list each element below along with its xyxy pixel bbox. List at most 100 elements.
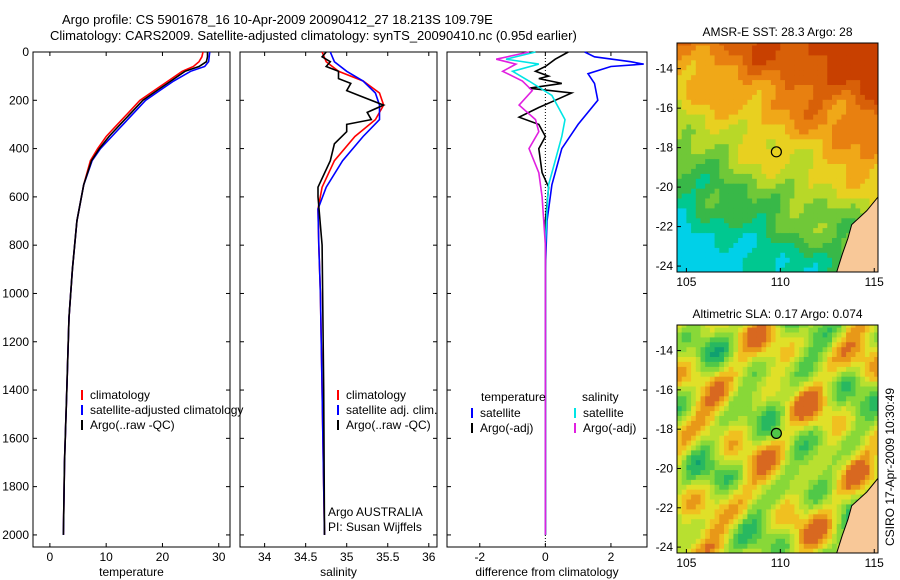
sst-map-cell (686, 69, 692, 76)
sla-map-cell (705, 498, 711, 505)
sla-map-cell (822, 325, 828, 328)
sla-map-cell (752, 366, 758, 372)
sst-map-cell (827, 128, 833, 135)
sla-map-cell (841, 420, 847, 426)
sst-map-cell (681, 138, 687, 145)
difference-legend-heading: salinity (582, 390, 619, 404)
sla-map-cell (724, 325, 730, 328)
sst-map-cell (677, 168, 683, 174)
sla-map-cell (691, 366, 697, 372)
sla-map-cell (709, 440, 716, 446)
sst-map-cell (855, 153, 861, 160)
sst-map-cell (817, 89, 824, 95)
sla-map-cell (714, 489, 720, 495)
sla-map-cell (705, 356, 711, 362)
sla-map-cell (714, 405, 720, 412)
sla-map-cell (836, 331, 842, 338)
sla-map-cell (817, 523, 824, 529)
sla-map-cell (822, 366, 828, 372)
sst-map-cell (695, 252, 702, 258)
salinity-frame (239, 51, 438, 548)
sst-map-cell (822, 114, 828, 120)
sst-map-cell (832, 49, 838, 56)
sla-map-cell (686, 430, 692, 436)
sla-map-cell (813, 325, 819, 328)
sst-map-cell (799, 123, 805, 130)
sla-map-cell (841, 449, 847, 456)
sst-map-cell (841, 222, 847, 229)
sla-map-cell (822, 523, 828, 529)
sla-map-cell (747, 503, 753, 510)
sla-map-cell (785, 435, 791, 441)
sla-map-cell (728, 494, 734, 500)
sla-map-cell (700, 361, 706, 367)
sst-map-cell (803, 69, 810, 76)
sla-map-cell (747, 440, 753, 446)
sst-map-cell (766, 212, 772, 219)
sst-map-cell (864, 43, 871, 46)
sla-map-cell (742, 356, 748, 362)
sla-map-cell (785, 449, 791, 456)
sst-map-cell (794, 178, 800, 184)
sst-map-cell (695, 222, 702, 229)
sla-map-cell (822, 454, 828, 461)
sla-map-cell (817, 498, 824, 505)
sst-map-cell (728, 84, 734, 90)
sst-map-cell (691, 119, 697, 125)
sst-map-cell (808, 217, 814, 224)
sst-map-cell (789, 84, 795, 90)
sst-map-cell (677, 43, 683, 46)
sla-map-cell (789, 400, 795, 407)
sla-map-cell (770, 464, 777, 471)
sst-map-cell (677, 188, 683, 194)
sla-map-cell (813, 533, 819, 539)
sst-map-cell (705, 158, 711, 164)
sla-map-cell (752, 523, 758, 529)
sla-map-cell (799, 518, 805, 525)
sst-map-cell (709, 202, 716, 209)
sla-map-cell (677, 538, 683, 544)
sla-map-cell (728, 459, 734, 466)
sst-map-cell (691, 99, 697, 105)
sst-map-cell (794, 247, 800, 253)
sst-map-cell (813, 123, 819, 130)
sla-map-cell (822, 498, 828, 505)
sst-map-cell (813, 237, 819, 243)
sla-map-cell (738, 498, 744, 505)
sst-map-cell (869, 114, 875, 120)
sst-map-cell (733, 207, 739, 214)
sla-map-cell (822, 341, 828, 348)
sla-map-cell (836, 469, 842, 475)
sla-map-cell (714, 498, 720, 505)
sst-map-cell (714, 104, 720, 110)
sst-map-cell (827, 198, 833, 204)
sst-map-cell (761, 148, 767, 155)
sst-map-cell (677, 262, 683, 268)
sst-map-cell (874, 178, 878, 184)
sla-map-cell (827, 464, 833, 471)
sla-map-cell (813, 543, 819, 549)
sla-map-cell (709, 346, 716, 353)
sla-map-cell (803, 484, 810, 490)
sst-map-cell (695, 54, 702, 61)
sst-map-cell (766, 64, 772, 71)
sst-map-cell (714, 99, 720, 105)
sst-map-cell (719, 123, 725, 130)
sst-map-cell (747, 128, 753, 135)
sla-map-cell (709, 376, 716, 382)
sst-map-cell (761, 123, 767, 130)
sla-map-cell (841, 489, 847, 495)
sla-map-cell (846, 425, 852, 431)
sla-map-cell (728, 538, 734, 544)
sst-map-cell (724, 89, 730, 95)
sla-map-cell (724, 479, 730, 485)
sst-map-cell (874, 59, 878, 66)
sst-map-cell (836, 178, 842, 184)
sst-map-cell (677, 133, 683, 140)
sst-map-cell (705, 94, 711, 100)
sla-map-cell (733, 341, 739, 348)
sla-map-cell (789, 484, 795, 490)
sst-map-cell (785, 217, 791, 224)
sla-map-cell (869, 425, 875, 431)
sla-map-cell (747, 415, 753, 421)
